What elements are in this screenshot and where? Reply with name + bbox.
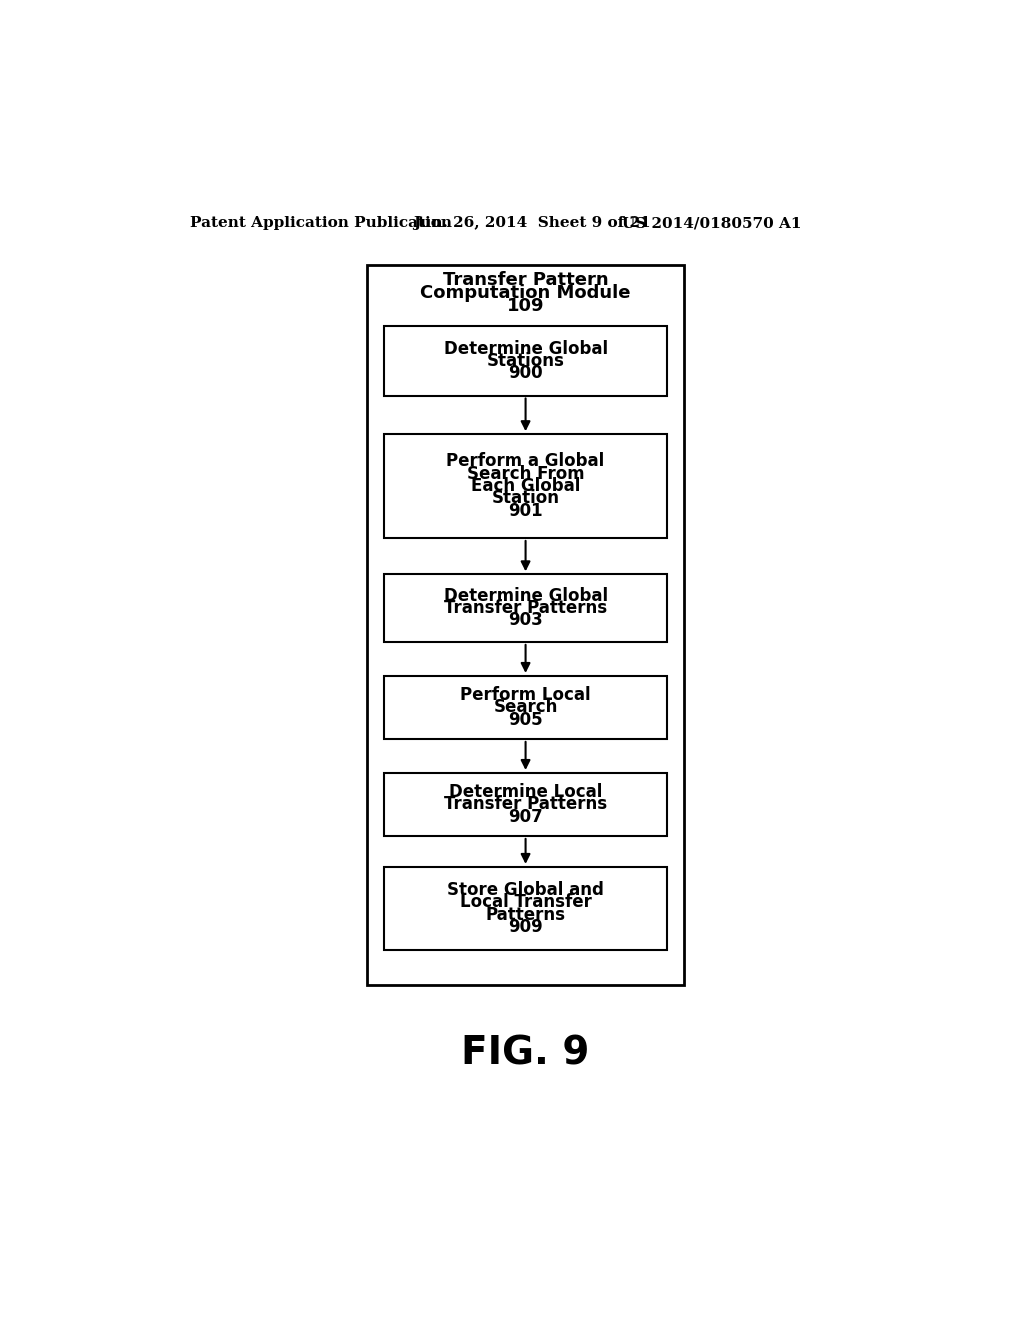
Bar (384, 326, 668, 396)
Bar (384, 774, 668, 836)
Text: Transfer Patterns: Transfer Patterns (444, 599, 607, 616)
Text: US 2014/0180570 A1: US 2014/0180570 A1 (623, 216, 802, 230)
Bar (367, 264, 684, 985)
Text: Transfer Patterns: Transfer Patterns (444, 796, 607, 813)
Text: Search From: Search From (467, 465, 585, 483)
Text: Perform Local: Perform Local (460, 686, 591, 704)
Text: Patterns: Patterns (485, 906, 565, 924)
Text: 109: 109 (507, 297, 545, 315)
Text: 909: 909 (508, 917, 543, 936)
Text: Search: Search (494, 698, 558, 717)
Text: 905: 905 (508, 710, 543, 729)
Text: Stations: Stations (486, 352, 564, 370)
Text: Store Global and: Store Global and (447, 880, 604, 899)
Text: 903: 903 (508, 611, 543, 630)
Bar (384, 574, 668, 642)
Text: Determine Local: Determine Local (449, 783, 602, 801)
Text: Perform a Global: Perform a Global (446, 453, 605, 470)
Text: Local Transfer: Local Transfer (460, 894, 592, 911)
Bar (384, 434, 668, 539)
Text: 907: 907 (508, 808, 543, 826)
Text: Determine Global: Determine Global (443, 587, 607, 605)
Text: Jun. 26, 2014  Sheet 9 of 21: Jun. 26, 2014 Sheet 9 of 21 (414, 216, 651, 230)
Text: Computation Module: Computation Module (420, 284, 631, 302)
Bar (384, 676, 668, 739)
Text: 901: 901 (508, 502, 543, 520)
Text: Station: Station (492, 490, 559, 507)
Bar (384, 867, 668, 950)
Text: Transfer Pattern: Transfer Pattern (442, 271, 608, 289)
Text: FIG. 9: FIG. 9 (462, 1035, 590, 1073)
Text: 900: 900 (508, 364, 543, 383)
Text: Determine Global: Determine Global (443, 339, 607, 358)
Text: Each Global: Each Global (471, 477, 581, 495)
Text: Patent Application Publication: Patent Application Publication (190, 216, 452, 230)
